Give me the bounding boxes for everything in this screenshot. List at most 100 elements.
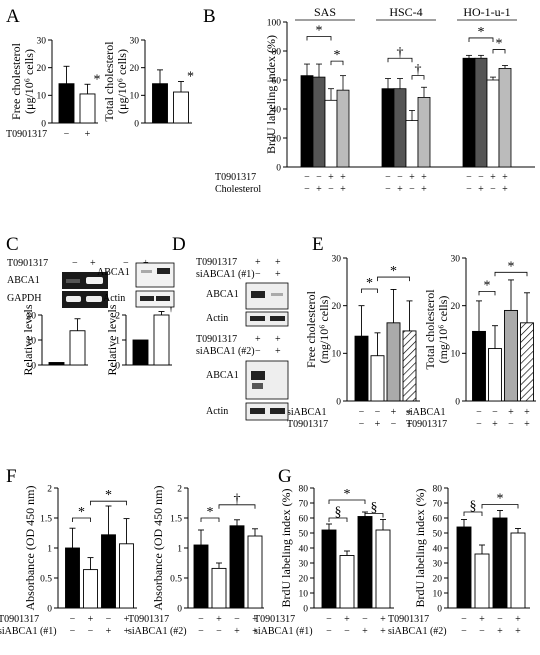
condition-sign: + — [380, 614, 386, 625]
y-tick-label: 80 — [433, 484, 443, 494]
y-tick-label: 40 — [433, 544, 443, 554]
y-axis-label: Relative levels — [21, 304, 35, 375]
blot-d-bottom-abca1: ABCA1 — [206, 370, 239, 381]
bar — [193, 544, 209, 609]
y-axis-label: Free cholesterol — [304, 290, 318, 368]
d-bottom-actin-band-1 — [250, 408, 265, 414]
y-tick-label: 30 — [433, 559, 443, 569]
significance-mark: † — [234, 492, 241, 507]
y-tick-label: 30 — [130, 36, 140, 46]
blot-c-lane-plus: + — [90, 258, 96, 269]
condition-sign: − — [391, 419, 397, 430]
panel-label-b: B — [203, 6, 216, 27]
blot-d-top-actin: Actin — [206, 313, 228, 324]
chart-f-absorbance-1: 0 0.5 1 1.5 2 Absorbance (OD 450 nm) * * T090131… — [0, 484, 137, 637]
condition-sign: + — [380, 626, 386, 637]
y-tick-label: 20 — [37, 64, 47, 74]
wb-actin-band-1 — [140, 296, 154, 301]
y-tick-label: 40 — [272, 105, 282, 115]
significance-bracket — [481, 504, 519, 509]
bar — [474, 57, 488, 168]
significance-mark: * — [344, 487, 351, 502]
y-tick-label: 0 — [134, 119, 139, 129]
significance-mark: § — [470, 499, 477, 514]
bar — [312, 76, 326, 168]
bar — [336, 89, 350, 168]
condition-sign: − — [70, 626, 76, 637]
significance-mark: * — [366, 276, 373, 291]
y-tick-label: 50 — [433, 529, 443, 539]
panel-label-a: A — [6, 6, 20, 27]
condition-sign: − — [362, 614, 368, 625]
condition-sign: + — [124, 626, 130, 637]
condition-sign: + — [421, 172, 427, 183]
wb-abca1-strip — [135, 262, 175, 288]
y-axis-label: BrdU labeling index (%) — [279, 489, 293, 608]
significance-mark: * — [334, 48, 341, 63]
bar — [101, 534, 116, 609]
d-top-abca1-band-1 — [251, 291, 265, 298]
blot-d-bottom-actin: Actin — [206, 406, 228, 417]
y-tick-label: 10 — [27, 336, 37, 346]
chart-g-brdu-2: 0 10 20 30 40 50 60 70 80 BrdU labeling index (%)… — [388, 484, 530, 637]
condition-sign: + — [421, 184, 427, 195]
y-tick-label: 0 — [455, 397, 460, 407]
panel-label-e: E — [312, 234, 324, 255]
bar — [402, 330, 417, 402]
bar — [405, 120, 419, 168]
blot-d-top-sign-2b: + — [275, 269, 281, 280]
bar — [492, 517, 508, 609]
condition-sign: − — [344, 626, 350, 637]
y-tick-label: 0 — [47, 604, 52, 614]
panel-label-f: F — [6, 466, 17, 487]
condition-sign: − — [304, 172, 310, 183]
condition-sign: − — [375, 407, 381, 418]
condition-label: siABCA1 (#1) — [0, 626, 57, 637]
y-tick-label: 1.5 — [170, 514, 182, 524]
condition-sign: + — [252, 626, 258, 637]
condition-label: T0901317 — [287, 419, 328, 430]
condition-sign: + — [478, 184, 484, 195]
significance-bracket — [387, 57, 413, 63]
y-tick-label: 10 — [332, 350, 342, 360]
chart-e-total-cholesterol: 0 10 20 30 Total cholesterol (mg/10⁶ cells) * *… — [406, 254, 536, 430]
condition-label: siABCA1 — [287, 407, 326, 418]
d-bottom-abca1-band-1 — [251, 371, 265, 380]
y-tick-label: 60 — [299, 514, 309, 524]
condition-sign: + — [479, 614, 485, 625]
condition-sign: − — [304, 184, 310, 195]
d-bottom-actin-band-2 — [270, 408, 285, 414]
bar — [375, 529, 391, 609]
bar — [48, 362, 65, 366]
y-tick-label: 50 — [299, 529, 309, 539]
gel-gapdh-band-1 — [66, 296, 81, 302]
condition-sign: − — [316, 172, 322, 183]
bar — [510, 532, 526, 609]
bar — [488, 348, 502, 402]
condition-sign: + — [407, 419, 413, 430]
y-tick-label: 20 — [272, 134, 282, 144]
condition-sign: − — [198, 614, 204, 625]
significance-bracket — [468, 37, 494, 42]
y-axis-unit: (μg/10⁶ cells) — [22, 49, 36, 114]
bar — [324, 99, 338, 168]
condition-sign: − — [216, 626, 222, 637]
y-tick-label: 10 — [451, 350, 461, 360]
condition-sign: + — [397, 184, 403, 195]
bar — [58, 83, 75, 124]
condition-label: T0901317 — [6, 129, 47, 140]
condition-label: T0901317 — [128, 614, 169, 625]
gel-gapdh-band-2 — [86, 296, 102, 302]
condition-sign: + — [508, 407, 514, 418]
significance-mark: * — [207, 505, 214, 520]
wb-abca1-band-2 — [157, 268, 170, 274]
significance-bracket — [364, 513, 384, 518]
blot-d: T0901317 siABCA1 (#1) + + − + ABCA1 Acti… — [196, 257, 289, 421]
y-tick-label: 20 — [451, 302, 461, 312]
y-tick-label: 0.5 — [40, 574, 52, 584]
y-tick-label: 2 — [177, 484, 182, 494]
condition-sign: − — [476, 407, 482, 418]
condition-sign: − — [70, 614, 76, 625]
y-tick-label: 0.5 — [170, 574, 182, 584]
